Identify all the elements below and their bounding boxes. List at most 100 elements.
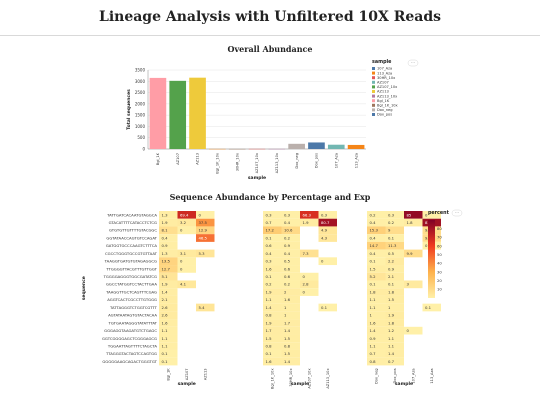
cell-label: 1.1 <box>162 328 169 333</box>
heatmap-cell <box>177 280 196 289</box>
cell-label: 1.6 <box>266 266 273 271</box>
heatmap-cell <box>281 272 300 281</box>
cell-label: 0.7 <box>388 359 395 364</box>
heatmap-cell <box>367 319 386 327</box>
heatmap-cell <box>159 311 178 320</box>
bar <box>347 144 365 149</box>
cell-label: 5.4 <box>199 305 206 310</box>
cell-label: 0.7 <box>370 351 377 356</box>
legend-swatch <box>372 103 375 107</box>
legend-swatch <box>372 99 375 103</box>
y-tick-label: 2500 <box>135 90 146 95</box>
heatmap-cell <box>281 334 300 343</box>
cell-label: 0.9 <box>370 336 377 341</box>
legend-tick-label: 60 <box>437 243 442 248</box>
heatmap-cell <box>404 211 423 219</box>
heatmap-cell <box>385 303 404 312</box>
heatmap-cell <box>385 280 404 289</box>
column-label: Bgl_1K_10x <box>270 368 274 390</box>
heatmap-cell <box>281 311 300 320</box>
cell-label: 1.1 <box>162 344 169 349</box>
heatmap-cell <box>367 265 386 273</box>
cell-label: 0.1 <box>388 282 395 287</box>
cell-label: 0.2 <box>388 220 395 225</box>
ellipsis-icon: ··· <box>411 60 415 65</box>
legend-tick-label: 80 <box>437 226 442 231</box>
cell-label: 1.3 <box>162 251 169 256</box>
heatmap-cell <box>281 249 300 258</box>
y-tick-label: 3500 <box>135 68 146 73</box>
heatmap-cell <box>263 288 282 296</box>
heatmap-cell <box>422 234 441 242</box>
cell-label: 1.8 <box>388 320 395 325</box>
legend-label: AZ107 <box>377 81 389 85</box>
cell-label: 0.3 <box>321 212 328 217</box>
legend-label: Bgl_1K_10x <box>377 104 399 108</box>
heatmap-cell <box>263 334 282 343</box>
legend-swatch <box>372 94 375 98</box>
heatmap-cell <box>177 257 196 266</box>
title-divider <box>0 35 540 36</box>
heatmap-cell <box>367 226 386 235</box>
cell-label: 0.6 <box>284 274 291 279</box>
heatmap-cell <box>177 218 196 227</box>
cell-label: 1 <box>388 305 391 310</box>
heatmap-cell <box>281 211 300 219</box>
column-label: Bgl_1K <box>166 368 170 381</box>
heatmap-cell <box>367 311 386 320</box>
cell-label: 0.1 <box>266 274 273 279</box>
cell-label: 2.6 <box>162 305 169 310</box>
cell-label: 8.1 <box>162 228 169 233</box>
cell-label: 0 <box>180 266 183 271</box>
cell-label: 0.1 <box>266 351 273 356</box>
row-label: CGCCTGGGTGCCGTGTTAAT <box>105 251 158 256</box>
cell-label: 1.5 <box>388 297 395 302</box>
cell-label: 1 <box>370 313 373 318</box>
legend-label: 113_Aza <box>377 71 392 75</box>
cell-label: 1.5 <box>284 336 291 341</box>
cell-label: 1.1 <box>388 344 395 349</box>
bar-chart-title: Overall Abundance <box>227 44 313 54</box>
cell-label: 0.1 <box>162 359 169 364</box>
bar <box>288 143 305 149</box>
heatmap-cell <box>367 288 386 296</box>
x-tick-label: Dox_pos <box>315 153 319 168</box>
heatmap-cell <box>281 280 300 289</box>
y-tick-label: 0 <box>142 147 145 152</box>
legend-label: Bgl_1K <box>377 99 390 103</box>
cell-label: 0.5 <box>284 259 291 264</box>
cell-label: 0.8 <box>266 313 273 318</box>
cell-label: 13.5 <box>162 259 171 264</box>
heatmap-cell <box>281 257 300 266</box>
cell-label: 1.4 <box>284 359 291 364</box>
cell-label: 5.1 <box>162 274 169 279</box>
cell-label: 0.4 <box>162 235 169 240</box>
legend-label: AZ113 <box>377 90 389 94</box>
row-label: GATGGTGCCCAAGTCTTTCA <box>106 243 158 248</box>
legend-label: 30HR_10x <box>377 76 396 80</box>
cell-label: 1.8 <box>388 289 395 294</box>
cell-label: 11.3 <box>388 243 397 248</box>
cell-label: 1.9 <box>162 220 169 225</box>
x-axis-title: sample <box>395 381 413 387</box>
cell-label: 15.3 <box>370 228 379 233</box>
legend-swatch <box>372 67 375 70</box>
cell-label: 0.1 <box>370 259 377 264</box>
cell-label: 0.4 <box>284 251 291 256</box>
heatmap-cell <box>263 249 282 258</box>
column-label: Dox_neg <box>374 368 378 384</box>
cell-label: 0.2 <box>266 282 273 287</box>
heatmap-cell <box>159 272 178 281</box>
cell-label: 1.7 <box>266 328 273 333</box>
legend-tick-label: 30 <box>437 269 442 274</box>
heatmap-cell <box>177 265 196 273</box>
cell-label: 1.3 <box>162 212 169 217</box>
row-label: AGGTCACTCGCCTTGTGGG <box>107 297 157 302</box>
row-label: GTGTGTTGTTTTGTACGGC <box>109 228 157 233</box>
heatmap-cell <box>318 218 337 227</box>
heatmap-cell <box>281 303 300 312</box>
chart-menu-button <box>407 59 419 67</box>
row-label: GTACATTTTCATACCTCTCG <box>109 220 157 225</box>
cell-label: 0 <box>321 259 324 264</box>
